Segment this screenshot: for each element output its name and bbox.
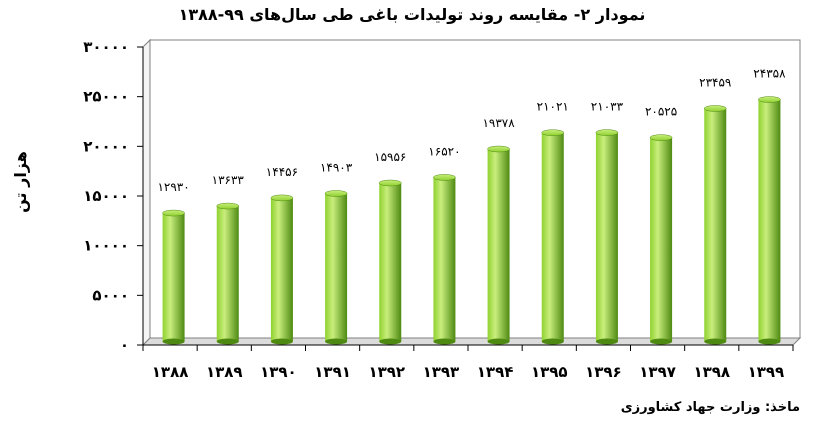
bar-top — [649, 134, 673, 141]
x-tick-label: ۱۳۹۱ — [314, 363, 351, 381]
plot-floor — [141, 337, 802, 346]
data-label: ۱۴۴۵۶ — [266, 165, 298, 179]
bar-body — [216, 206, 239, 342]
bar-body — [595, 132, 618, 342]
bar — [433, 174, 456, 345]
source-note: ماخذ: وزارت جهاد کشاورزی — [620, 400, 800, 415]
bar-body — [325, 193, 348, 342]
bar-body — [758, 99, 781, 342]
bar-body — [270, 197, 293, 342]
bar — [704, 105, 727, 345]
bar-base — [216, 338, 239, 345]
y-tick-label: ۵۰۰۰ — [92, 286, 129, 304]
data-label: ۲۳۴۵۹ — [699, 75, 731, 89]
plot-side-wall — [142, 38, 151, 347]
data-label: ۱۴۹۰۳ — [320, 160, 353, 174]
y-axis-label: هزار تن — [11, 151, 30, 213]
bar-top — [270, 194, 294, 202]
bar — [649, 134, 673, 345]
x-tick-label: ۱۳۹۹ — [748, 363, 785, 381]
data-label: ۱۶۵۲۰ — [428, 144, 460, 158]
bar-body — [379, 183, 402, 342]
bar-top — [324, 190, 348, 197]
y-tick-label: ۲۰۰۰۰ — [83, 137, 129, 155]
bar-body — [704, 108, 727, 342]
x-tick-label: ۱۳۹۵ — [531, 363, 568, 381]
bar-base — [650, 338, 673, 345]
bar-base — [379, 338, 402, 345]
bar-base — [325, 338, 348, 345]
bar-body — [433, 177, 456, 342]
bar — [758, 96, 781, 345]
x-tick-label: ۱۳۹۳ — [423, 363, 460, 381]
x-tick-label: ۱۳۹۲ — [368, 363, 405, 381]
x-tick-label: ۱۳۹۸ — [693, 363, 730, 381]
data-label: ۱۵۹۵۶ — [374, 150, 406, 164]
bar — [162, 209, 185, 345]
bar-body — [487, 149, 510, 342]
bar-base — [704, 338, 727, 345]
bar — [541, 129, 564, 345]
data-label: ۱۳۶۳۳ — [212, 173, 245, 187]
bar-top — [216, 202, 239, 210]
x-tick-label: ۱۳۸۹ — [206, 363, 243, 381]
bar-base — [595, 338, 618, 345]
x-tick-label: ۱۳۹۷ — [639, 363, 676, 381]
bar — [216, 202, 239, 345]
data-label: ۲۴۳۵۸ — [753, 67, 786, 81]
data-label: ۱۹۳۷۸ — [482, 116, 515, 130]
bar-base — [433, 338, 456, 345]
bar — [324, 190, 348, 345]
bar-top — [595, 129, 619, 136]
chart-title: نمودار ۲- مقایسه روند تولیدات باغی طی سا… — [178, 5, 646, 24]
x-tick-label: ۱۳۹۰ — [260, 363, 297, 381]
bar-base — [487, 338, 510, 345]
bar-top — [487, 145, 510, 153]
bar-top — [379, 179, 402, 187]
bar-top — [541, 129, 564, 136]
x-tick-label: ۱۳۹۶ — [585, 363, 622, 381]
bar — [487, 145, 510, 345]
bar-base — [758, 338, 781, 345]
plot-back-wall — [149, 39, 801, 339]
bar — [270, 194, 294, 345]
x-tick-label: ۱۳۸۸ — [152, 363, 189, 381]
bar-base — [541, 338, 564, 345]
data-label: ۱۲۹۳۰ — [157, 180, 189, 194]
bar-top — [433, 174, 456, 181]
bar-top — [704, 105, 727, 112]
y-tick-label: ۱۰۰۰۰ — [83, 237, 129, 255]
x-tick-label: ۱۳۹۴ — [477, 363, 514, 381]
bar-base — [162, 338, 185, 345]
bar-body — [541, 132, 564, 342]
data-label: ۲۱۰۲۱ — [537, 100, 569, 114]
bar — [379, 179, 402, 345]
bar-top — [162, 209, 185, 217]
bar-base — [270, 338, 293, 345]
y-tick-label: ۱۵۰۰۰ — [83, 187, 129, 205]
bar-body — [650, 137, 673, 342]
y-tick-label: ۳۰۰۰۰ — [83, 38, 129, 56]
bar-body — [162, 213, 185, 342]
data-label: ۲۰۵۲۵ — [645, 105, 677, 119]
y-tick-label: ۰ — [120, 336, 129, 354]
data-label: ۲۱۰۳۳ — [591, 100, 624, 114]
bar-top — [758, 96, 781, 103]
y-tick-label: ۲۵۰۰۰ — [83, 88, 129, 106]
bar — [595, 129, 619, 345]
